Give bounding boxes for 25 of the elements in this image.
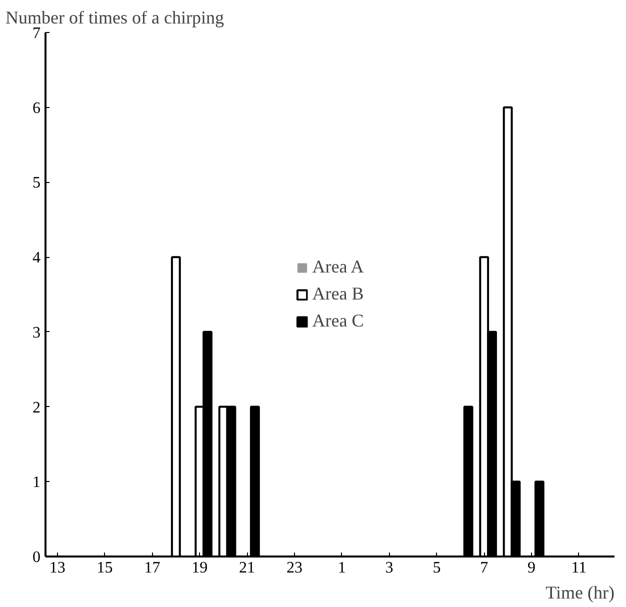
- x-tick-label: 21: [239, 560, 256, 576]
- x-tick-label: 9: [528, 560, 536, 576]
- y-tick-label: 5: [32, 174, 40, 192]
- x-tick-label: 13: [49, 560, 66, 576]
- y-tick-label: 6: [32, 100, 40, 117]
- y-axis-title: Number of times of a chirping: [6, 8, 224, 28]
- x-tick-label: 23: [286, 560, 302, 576]
- x-tick-label: 1: [338, 560, 346, 576]
- x-tick-label: 7: [480, 560, 488, 576]
- x-tick-label: 3: [385, 560, 394, 576]
- x-tick-label: 19: [192, 560, 208, 576]
- y-tick-label: 1: [32, 474, 40, 492]
- y-tick-label: 7: [32, 25, 40, 42]
- legend-label: Area A: [312, 256, 364, 278]
- x-tick-label: 5: [432, 560, 441, 576]
- y-tick-label: 0: [32, 549, 40, 566]
- x-axis-title: Time (hr): [546, 582, 615, 602]
- x-tick-label: 17: [144, 560, 160, 576]
- x-tick-label: 15: [96, 560, 113, 576]
- x-tick-label: 11: [571, 560, 587, 576]
- y-tick-label: 3: [32, 324, 40, 342]
- legend-label: Area B: [312, 284, 364, 304]
- y-tick-label: 4: [32, 250, 40, 267]
- y-tick-label: 2: [32, 399, 40, 416]
- legend-label: Area C: [312, 310, 364, 332]
